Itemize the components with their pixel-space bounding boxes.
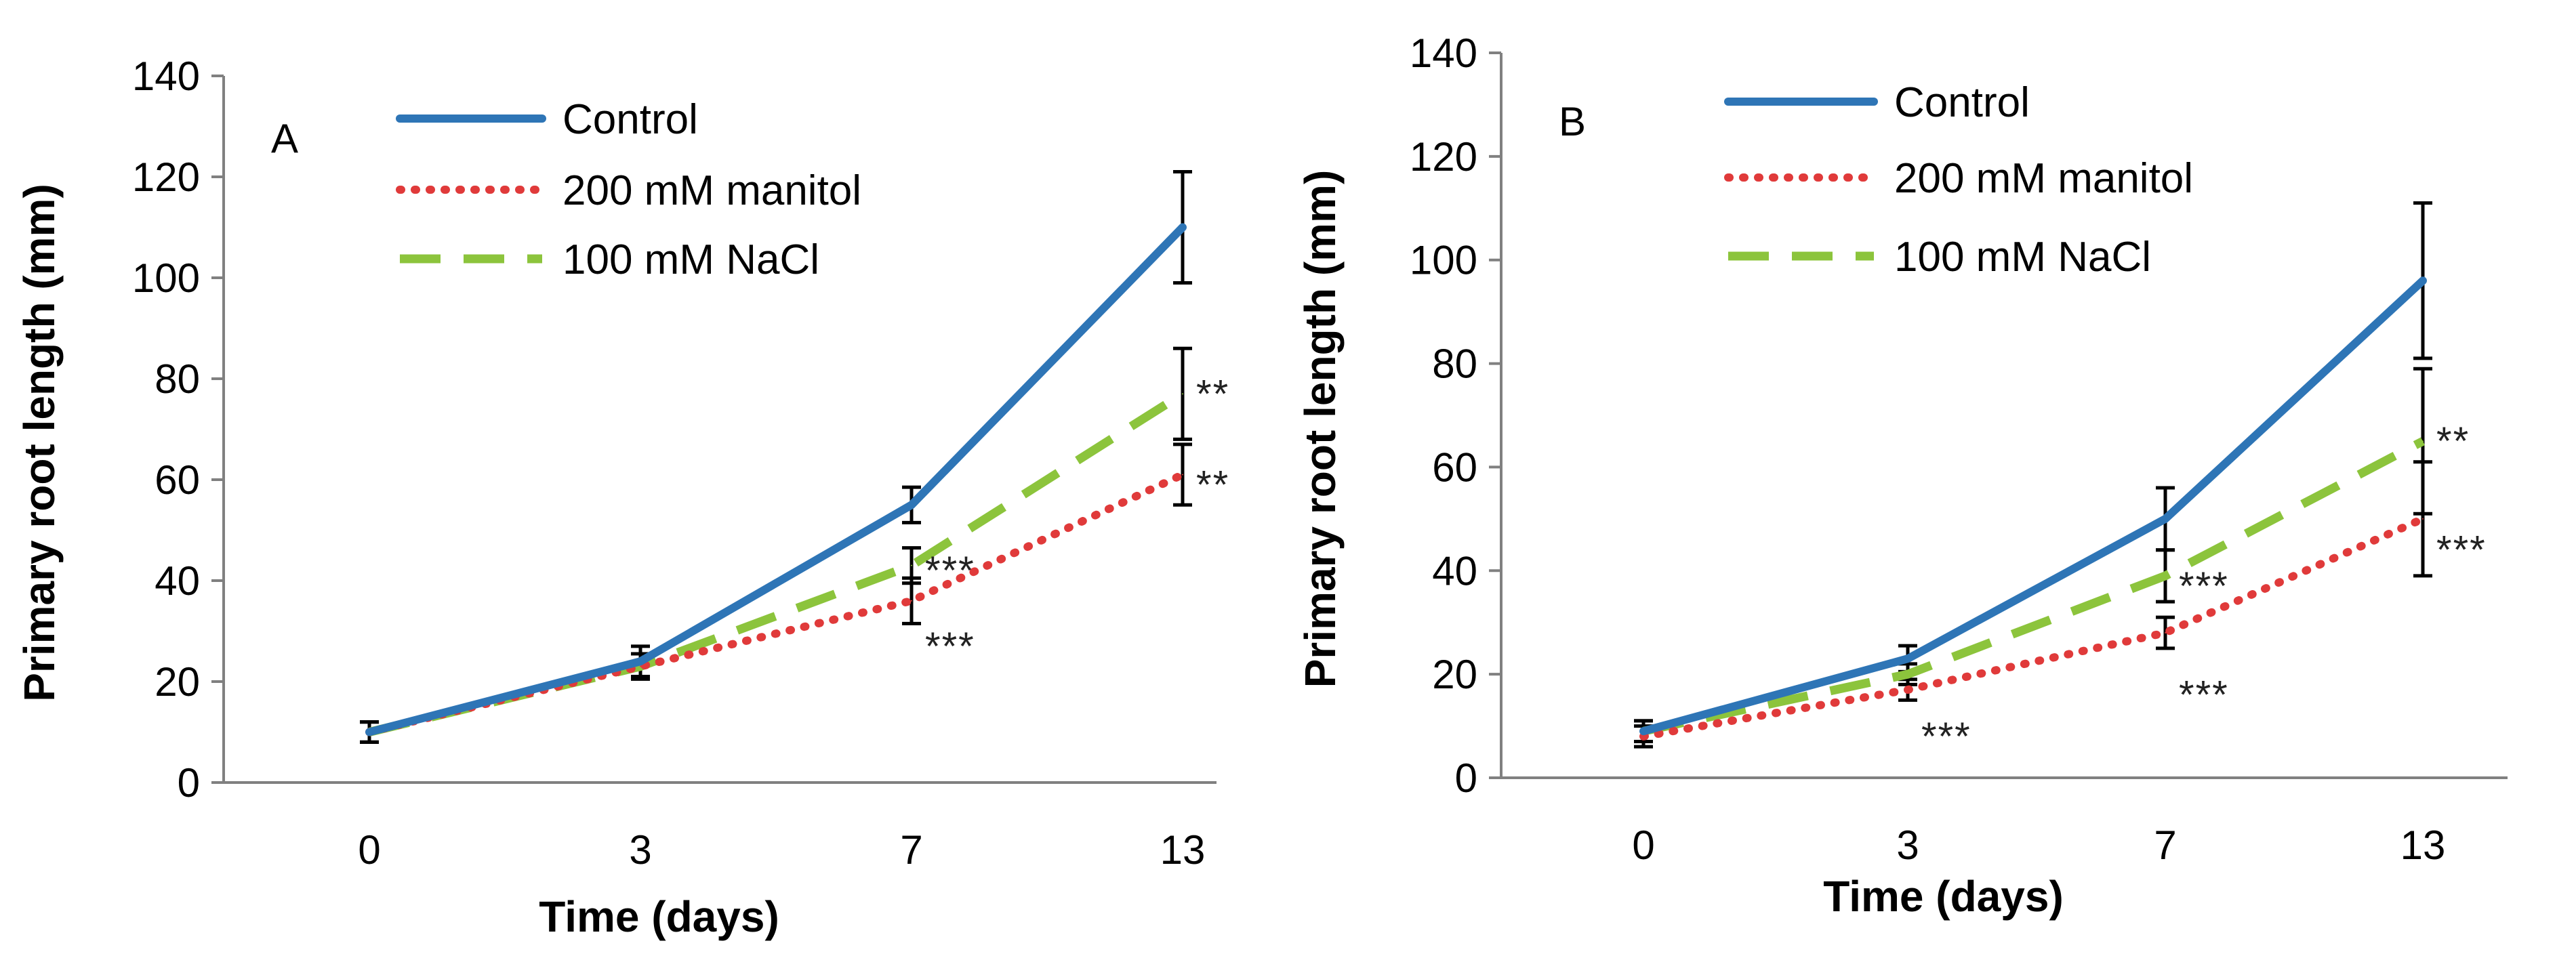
x-tick-label: 0 (358, 827, 380, 873)
data-point (1907, 658, 1908, 660)
significance-label: *** (2179, 564, 2229, 608)
y-tick-label: 140 (132, 54, 200, 99)
data-point (2422, 440, 2424, 442)
significance-label: *** (1921, 715, 1971, 759)
panel-label: A (271, 116, 298, 161)
significance-label: ** (2436, 419, 2470, 463)
x-tick-label: 3 (1896, 822, 1919, 868)
series-line-200-mm-manitol (1639, 514, 2427, 741)
y-tick-label: 80 (1432, 341, 1477, 387)
x-axis-title: Time (days) (1823, 872, 2064, 921)
data-point (1907, 689, 1908, 691)
y-tick-label: 60 (1432, 444, 1477, 490)
data-point (911, 504, 912, 506)
data-point (911, 600, 912, 602)
y-tick-label: 120 (1410, 134, 1477, 180)
significance-label: *** (925, 625, 975, 669)
legend-label: 100 mM NaCl (563, 236, 819, 283)
x-tick-label: 3 (629, 827, 651, 873)
data-point (1643, 735, 1644, 737)
legend: Control 200 mM manitol 100 mM NaCl (396, 96, 861, 283)
y-axis-title: Primary root length (mm) (15, 184, 64, 702)
data-point (2165, 518, 2166, 520)
data-point (2422, 280, 2424, 282)
panel-b-chart: 0 20 40 60 80 100 120 140 0 3 7 13 Time (days) Primar… (1296, 30, 2508, 921)
y-tick-label: 0 (178, 760, 200, 806)
series-line-control (365, 223, 1187, 736)
data-point (2165, 575, 2166, 577)
x-tick-label: 13 (2400, 822, 2446, 868)
y-tick-label: 100 (1410, 238, 1477, 283)
legend-label: Control (1894, 79, 2030, 126)
series-line-control (1639, 276, 2427, 736)
data-point (1907, 673, 1908, 675)
data-point (640, 665, 641, 667)
significance-label: *** (2179, 673, 2229, 717)
series-line-200-mm-manitol (365, 470, 1187, 736)
legend-label: 200 mM manitol (563, 167, 861, 214)
significance-label: *** (925, 549, 975, 593)
data-point (369, 731, 370, 733)
data-point (640, 661, 641, 663)
y-tick-label: 140 (1410, 30, 1477, 76)
data-point (2165, 632, 2166, 633)
y-tick-label: 40 (1432, 548, 1477, 593)
significance-label: ** (1196, 372, 1229, 416)
data-point (1643, 730, 1644, 732)
legend-label: 100 mM NaCl (1894, 234, 2151, 280)
data-point (1182, 393, 1183, 395)
x-tick-label: 7 (2154, 822, 2176, 868)
data-point (1182, 226, 1183, 228)
data-point (911, 564, 912, 566)
x-tick-label: 13 (1160, 827, 1206, 873)
legend-label: 200 mM manitol (1894, 155, 2193, 202)
y-tick-label: 120 (132, 154, 200, 200)
data-point (2422, 518, 2424, 520)
x-tick-label: 7 (900, 827, 922, 873)
y-tick-label: 100 (132, 255, 200, 301)
legend-label: Control (563, 96, 698, 143)
x-axis-title: Time (days) (539, 892, 779, 941)
y-axis-title: Primary root length (mm) (1296, 170, 1345, 688)
y-tick-label: 40 (155, 558, 200, 604)
y-tick-label: 60 (155, 457, 200, 503)
significance-label: ** (1196, 463, 1229, 507)
y-tick-label: 20 (155, 659, 200, 705)
data-point (1182, 474, 1183, 476)
panel-label: B (1559, 99, 1586, 144)
panel-a-chart: 0 20 40 60 80 100 120 140 0 3 7 13 Time (days) Primar… (15, 54, 1229, 941)
series-line-100-mm-nacl (1642, 437, 2426, 736)
x-tick-label: 0 (1632, 822, 1654, 868)
legend: Control 200 mM manitol 100 mM NaCl (1724, 79, 2193, 280)
y-tick-label: 20 (1432, 652, 1477, 697)
y-tick-label: 80 (155, 356, 200, 402)
y-tick-label: 0 (1455, 755, 1477, 801)
series-line-100-mm-nacl (368, 390, 1185, 736)
significance-label: *** (2436, 528, 2487, 572)
